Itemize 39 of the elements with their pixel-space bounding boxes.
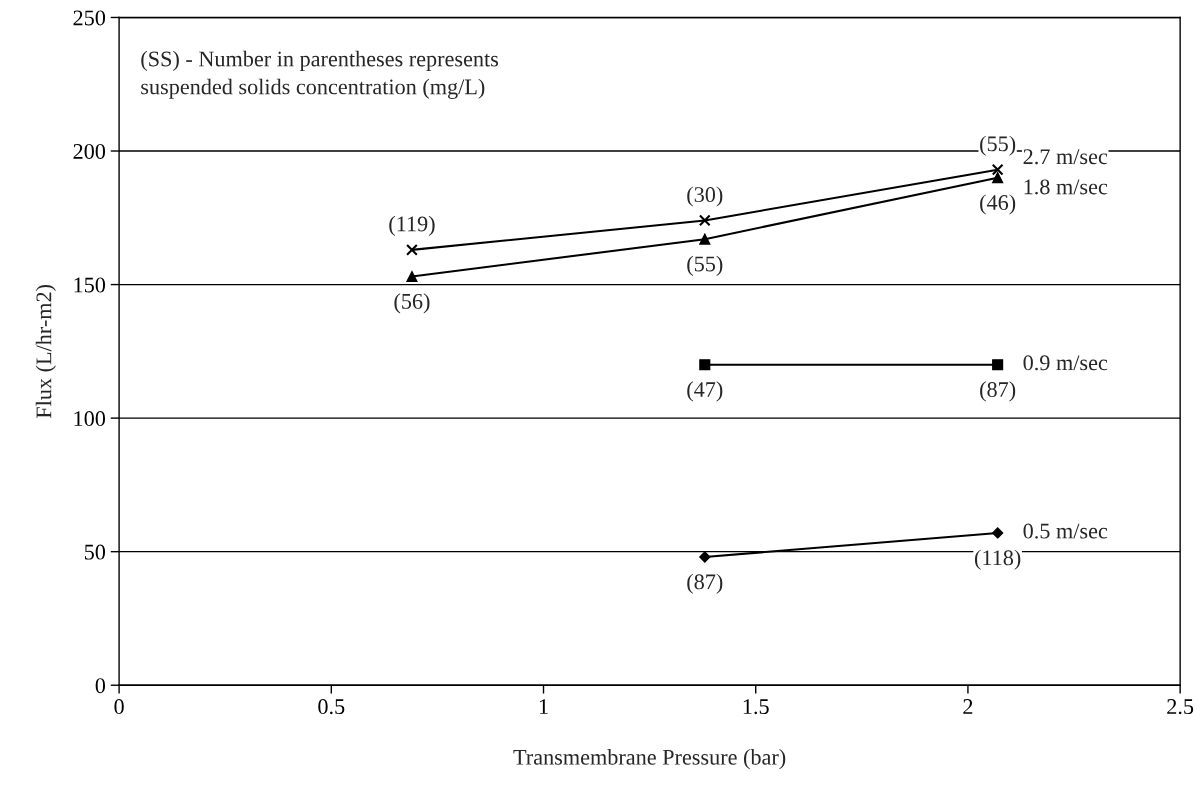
annotation: (87) [980, 381, 1016, 402]
x-tick-label: 2.5 [1167, 699, 1194, 715]
point [992, 172, 1004, 184]
y-tick-label: 50 [84, 544, 106, 560]
annotation: (30) [687, 186, 723, 207]
point [406, 243, 418, 256]
point [699, 359, 711, 371]
annotation: (55) [687, 255, 723, 276]
annotation: (119) [389, 215, 435, 236]
point [991, 163, 1004, 176]
point [698, 214, 711, 227]
series-label: 2.7 m/sec [1023, 149, 1108, 165]
annotation: (SS) - Number in parentheses represents suspended solids concentration (mg/L) [141, 50, 499, 99]
series-label: 0.9 m/sec [1023, 355, 1108, 371]
annotation: (55) [980, 135, 1016, 156]
series-label: 1.8 m/sec [1024, 179, 1108, 195]
x-tick-label: 0.5 [318, 699, 345, 715]
y-tick-label: 150 [74, 277, 106, 293]
annotation: (87) [687, 573, 723, 594]
annotation: (56) [394, 293, 430, 314]
annotation: (118) [974, 549, 1021, 570]
y-tick-label: 0 [95, 678, 106, 694]
y-tick-label: 250 [73, 10, 106, 26]
point [699, 551, 711, 563]
y-axis-title: Flux (L/hr-m2) [35, 284, 56, 419]
point [992, 359, 1004, 371]
x-tick-label: 1 [539, 699, 548, 714]
y-tick-label: 100 [74, 411, 106, 427]
y-tick-label: 200 [73, 143, 106, 159]
point [406, 271, 418, 283]
annotation: (46) [980, 194, 1016, 215]
point [699, 233, 711, 245]
point [992, 527, 1004, 539]
x-axis-title: Transmembrane Pressure (bar) [513, 749, 786, 770]
annotation: (47) [687, 381, 723, 402]
series-label: 0.5 m/sec [1023, 523, 1108, 539]
x-tick-label: 2 [963, 699, 973, 714]
x-tick-label: 1.5 [743, 699, 769, 715]
x-tick-label: 0 [114, 699, 124, 715]
